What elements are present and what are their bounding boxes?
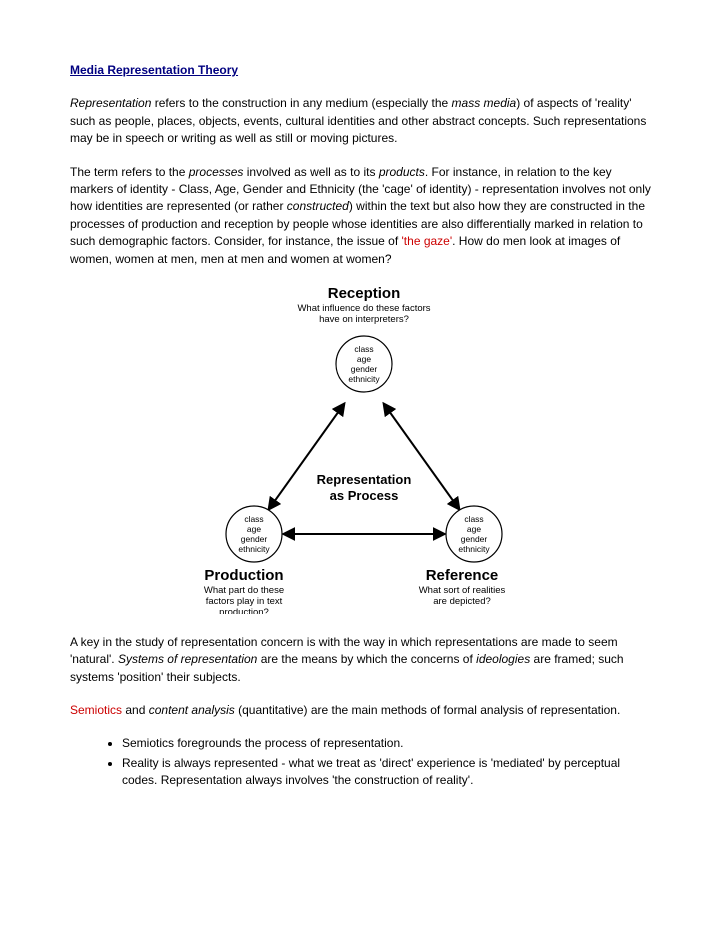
node-left-sub1: What part do these	[204, 585, 284, 596]
term-ideologies: ideologies	[476, 652, 530, 666]
text: and	[122, 703, 149, 717]
text: refers to the construction in any medium…	[151, 96, 451, 110]
paragraph-1: Representation refers to the constructio…	[70, 95, 658, 147]
link-the-gaze[interactable]: 'the gaze'	[402, 234, 453, 248]
text: are the means by which the concerns of	[257, 652, 476, 666]
term-processes: processes	[189, 165, 244, 179]
node-top-sub2: have on interpreters?	[319, 314, 409, 325]
text: (quantitative) are the main methods of f…	[235, 703, 621, 717]
list-item: Semiotics foregrounds the process of rep…	[122, 735, 658, 752]
triangle-diagram: Representation as Process Reception What…	[184, 284, 544, 614]
node-left-c4: ethnicity	[238, 544, 270, 554]
node-right-c4: ethnicity	[458, 544, 490, 554]
center-label-2: as Process	[330, 488, 399, 503]
node-left-sub3: production?	[219, 607, 269, 614]
node-top-sub1: What influence do these factors	[297, 303, 430, 314]
term-mass-media: mass media	[452, 96, 517, 110]
node-right-sub1: What sort of realities	[419, 585, 506, 596]
term-products: products	[379, 165, 425, 179]
term-systems: Systems of representation	[118, 652, 257, 666]
text: The term refers to the	[70, 165, 189, 179]
node-right-c3: gender	[461, 534, 488, 544]
node-right-c2: age	[467, 524, 481, 534]
node-left-c1: class	[244, 514, 263, 524]
node-top-c3: gender	[351, 364, 378, 374]
center-label-1: Representation	[317, 472, 412, 487]
bullet-list: Semiotics foregrounds the process of rep…	[70, 735, 658, 789]
node-top-title: Reception	[328, 285, 401, 302]
document-page: Media Representation Theory Representati…	[0, 0, 728, 846]
node-left-sub2: factors play in text	[206, 596, 283, 607]
term-representation: Representation	[70, 96, 151, 110]
paragraph-4: Semiotics and content analysis (quantita…	[70, 702, 658, 719]
node-right-c1: class	[464, 514, 483, 524]
node-left-title: Production	[204, 567, 283, 584]
node-top-c4: ethnicity	[348, 374, 380, 384]
text: involved as well as to its	[243, 165, 378, 179]
node-right-sub2: are depicted?	[433, 596, 491, 607]
node-top-c1: class	[354, 344, 373, 354]
paragraph-3: A key in the study of representation con…	[70, 634, 658, 686]
paragraph-2: The term refers to the processes involve…	[70, 164, 658, 268]
list-item: Reality is always represented - what we …	[122, 755, 658, 790]
link-semiotics[interactable]: Semiotics	[70, 703, 122, 717]
node-left-c3: gender	[241, 534, 268, 544]
node-right-title: Reference	[426, 567, 499, 584]
term-constructed: constructed	[287, 199, 349, 213]
node-top-c2: age	[357, 354, 371, 364]
page-title: Media Representation Theory	[70, 62, 658, 79]
term-content-analysis: content analysis	[149, 703, 235, 717]
node-left-c2: age	[247, 524, 261, 534]
